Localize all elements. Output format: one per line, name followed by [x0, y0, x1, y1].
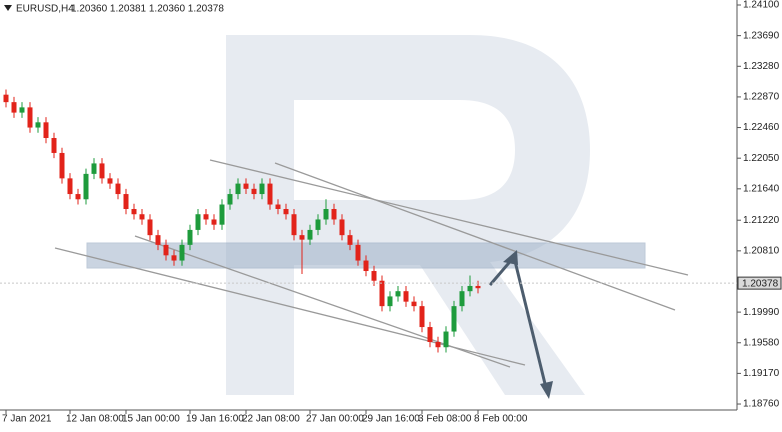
candle-body [395, 291, 401, 297]
candle-body [67, 178, 73, 195]
candle-body [99, 163, 105, 179]
candle-body [291, 214, 297, 236]
x-tick-label: 27 Jan 00:00 [306, 414, 364, 425]
candle-body [339, 219, 345, 236]
candle-body [275, 204, 281, 209]
trend-line [274, 162, 676, 311]
y-tick-label: 1.22870 [743, 92, 780, 103]
current-price-box [737, 276, 782, 290]
candle-body [219, 204, 225, 225]
candle-body [259, 183, 265, 195]
candle-body [283, 208, 289, 215]
candle-body [211, 219, 217, 225]
candle-body [435, 342, 441, 348]
candle-body [363, 260, 369, 272]
x-tick-label: 29 Jan 16:00 [362, 414, 420, 425]
candle-body [11, 102, 17, 113]
candle-body [19, 107, 25, 113]
arrow-head [540, 381, 553, 399]
candle-body [155, 235, 161, 245]
y-tick-label: 1.21640 [743, 183, 780, 194]
candle-body [195, 214, 201, 230]
candle-body [91, 163, 97, 174]
candle-body [267, 183, 273, 205]
candle-body [123, 194, 129, 209]
y-tick-label: 1.19580 [743, 337, 780, 348]
candle-body [387, 296, 393, 307]
candle-body [147, 219, 153, 236]
candle-body [27, 107, 33, 128]
candle-body [3, 94, 9, 103]
x-tick-label: 3 Feb 08:00 [418, 414, 472, 425]
candle-body [403, 291, 409, 302]
symbol-title: EURUSD,H4 [16, 4, 74, 15]
y-tick-label: 1.20810 [743, 245, 780, 256]
candle-body [187, 229, 193, 245]
candle-body [83, 173, 89, 200]
y-tick-label: 1.19170 [743, 368, 780, 379]
candle-body [227, 194, 233, 205]
x-tick-label: 12 Jan 08:00 [66, 414, 124, 425]
candle-body [347, 235, 353, 245]
x-tick-label: 19 Jan 16:00 [186, 414, 244, 425]
candle-body [35, 122, 41, 128]
y-tick-label: 1.23280 [743, 61, 780, 72]
candle-body [235, 183, 241, 195]
candle-body [419, 306, 425, 328]
candle-body [131, 208, 137, 215]
y-tick-label: 1.19990 [743, 307, 780, 318]
candle-body [251, 188, 257, 195]
candle-body [475, 285, 481, 289]
candle-body [315, 219, 321, 230]
candle-body [115, 183, 121, 195]
x-tick-label: 22 Jan 08:00 [242, 414, 300, 425]
y-tick-label: 1.24100 [743, 0, 780, 11]
x-tick-label: 15 Jan 00:00 [122, 414, 180, 425]
candle-body [299, 235, 305, 240]
candle-body [179, 244, 185, 261]
menu-triangle [4, 5, 12, 11]
candle-body [331, 208, 337, 220]
candle-body [371, 271, 377, 281]
y-tick-label: 1.22050 [743, 153, 780, 164]
candle-body [139, 214, 145, 220]
candle-body [459, 291, 465, 307]
trend-line [209, 159, 689, 276]
y-tick-label: 1.21220 [743, 215, 780, 226]
candle-body [171, 255, 177, 261]
candle-body [451, 306, 457, 332]
x-tick-label: 7 Jan 2021 [2, 414, 52, 425]
candle-body [467, 285, 473, 292]
candle-body [243, 183, 249, 189]
candle-body [323, 208, 329, 220]
candle-body [43, 122, 49, 139]
candle-body [203, 214, 209, 220]
watermark-stem [226, 35, 294, 395]
candle-body [443, 331, 449, 348]
quote: 1.20360 1.20381 1.20360 1.20378 [71, 4, 224, 15]
y-tick-label: 1.23690 [743, 30, 780, 41]
trend-lines [54, 159, 689, 368]
candle-body [427, 327, 433, 343]
candle-body [307, 229, 313, 240]
arrow-head [503, 250, 518, 265]
candle-body [107, 178, 113, 184]
marks [3, 89, 481, 353]
candle-body [163, 244, 169, 256]
x-tick-label: 8 Feb 00:00 [474, 414, 528, 425]
candle-body [379, 280, 385, 307]
y-tick-label: 1.22460 [743, 122, 780, 133]
candle-body [355, 244, 361, 261]
y-tick-label: 1.18760 [743, 399, 780, 410]
current-price-label: 1.20378 [742, 278, 779, 289]
candle-body [75, 194, 81, 200]
watermark [226, 35, 590, 395]
candle-body [411, 301, 417, 307]
candle-body [51, 138, 57, 153]
watermark-bowl [294, 35, 590, 395]
candle-body [59, 152, 65, 179]
